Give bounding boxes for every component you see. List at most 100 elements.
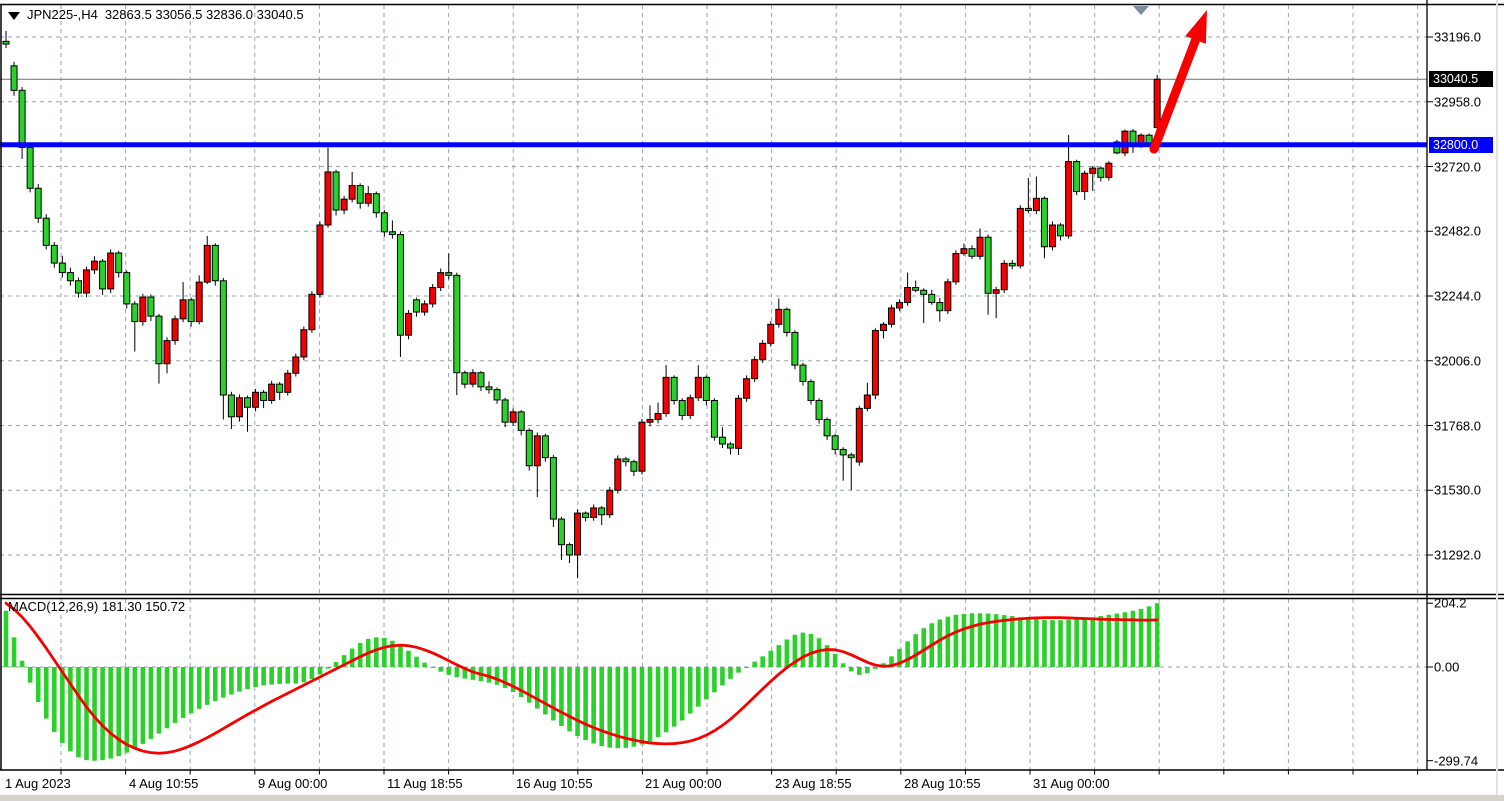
macd-histogram-bar xyxy=(180,667,186,718)
price-axis-label: 32720.0 xyxy=(1434,159,1481,174)
candle-body-down xyxy=(557,518,565,546)
macd-histogram-bar xyxy=(784,639,790,667)
macd-histogram-bar xyxy=(325,667,331,669)
macd-histogram-bar xyxy=(253,667,258,687)
candle-body-down xyxy=(493,389,501,401)
candle-body-down xyxy=(1113,141,1121,154)
macd-histogram-bar xyxy=(889,656,894,667)
macd-histogram-bar xyxy=(213,667,218,702)
symbol-dropdown-icon[interactable] xyxy=(8,11,20,20)
candle-body-up xyxy=(606,489,614,516)
candle-body-down xyxy=(74,280,82,294)
macd-histogram-bar xyxy=(293,667,299,684)
chart-shift-marker-icon[interactable] xyxy=(1133,6,1149,15)
macd-histogram-bar xyxy=(398,645,403,667)
macd-histogram-bar xyxy=(390,640,395,667)
chart-title-bar: JPN225-,H4 32863.5 33056.5 32836.0 33040… xyxy=(8,7,304,22)
macd-histogram-bar xyxy=(816,638,822,667)
macd-histogram-bar xyxy=(269,667,274,685)
macd-axis-label: 0.00 xyxy=(1434,659,1460,675)
time-axis-label: 31 Aug 00:00 xyxy=(1033,776,1110,791)
candle-body-up xyxy=(268,383,276,401)
candle-body-up xyxy=(533,435,541,467)
candle-body-down xyxy=(227,394,235,418)
macd-histogram-bar xyxy=(341,655,347,667)
macd-histogram-bar xyxy=(559,667,564,727)
trend-arrow-head[interactable] xyxy=(1185,10,1207,44)
candle-body-down xyxy=(276,383,284,393)
macd-histogram-bar xyxy=(671,667,677,727)
candle-body-down xyxy=(372,193,380,214)
time-axis-label: 23 Aug 18:55 xyxy=(775,776,852,791)
macd-histogram-bar xyxy=(615,667,621,749)
macd-histogram-bar xyxy=(1058,620,1063,667)
candle-body-down xyxy=(332,171,340,211)
macd-indicator-label: MACD(12,26,9) 181.30 150.72 xyxy=(8,599,185,614)
candle-body-up xyxy=(879,323,887,332)
candle-body-up xyxy=(694,376,702,399)
candle-body-down xyxy=(260,391,268,401)
macd-histogram-bar xyxy=(349,648,355,667)
macd-histogram-bar xyxy=(953,614,959,667)
candle-body-down xyxy=(501,399,509,423)
macd-histogram-bar xyxy=(172,667,178,723)
candle-body-up xyxy=(252,391,260,408)
candle-body-up xyxy=(284,372,292,393)
candle-body-up xyxy=(888,307,895,325)
candle-body-down xyxy=(582,512,590,518)
candle-body-down xyxy=(26,146,34,189)
trend-arrow-shaft[interactable] xyxy=(1149,29,1203,154)
candle-body-up xyxy=(469,372,477,385)
macd-histogram-bar xyxy=(647,667,653,742)
macd-histogram-bar xyxy=(575,667,580,737)
macd-histogram-bar xyxy=(68,667,73,752)
candle-body-down xyxy=(928,293,936,304)
candle-body-up xyxy=(614,458,622,491)
candle-body-up xyxy=(324,171,332,226)
macd-histogram-bar xyxy=(848,667,854,672)
candle-body-up xyxy=(686,397,694,416)
macd-histogram-bar xyxy=(196,667,202,709)
macd-histogram-bar xyxy=(1009,616,1015,667)
macd-histogram-bar xyxy=(156,667,162,734)
macd-histogram-bar xyxy=(832,653,838,667)
candle-body-up xyxy=(896,302,904,309)
candle-body-down xyxy=(831,435,839,450)
macd-histogram-bar xyxy=(502,667,508,688)
candle-body-down xyxy=(356,185,364,204)
macd-histogram-bar xyxy=(1082,618,1087,667)
candle-body-up xyxy=(316,224,324,295)
macd-histogram-bar xyxy=(446,667,452,675)
candle-body-down xyxy=(2,40,10,45)
macd-histogram-bar xyxy=(526,667,532,703)
candle-body-down xyxy=(727,443,734,449)
candle-body-down xyxy=(115,252,123,274)
macd-histogram-bar xyxy=(535,667,540,709)
candle-body-up xyxy=(1153,78,1161,128)
macd-histogram-bar xyxy=(277,667,282,684)
macd-histogram-bar xyxy=(382,637,387,667)
candle-body-up xyxy=(743,378,751,399)
candle-body-down xyxy=(50,244,58,264)
window-right-edge xyxy=(1496,0,1498,795)
candle-body-up xyxy=(952,253,960,283)
macd-histogram-bar xyxy=(663,667,669,733)
candle-body-up xyxy=(775,308,783,325)
macd-histogram-bar xyxy=(905,641,910,667)
macd-histogram-bar xyxy=(309,667,315,680)
price-axis-label: 31768.0 xyxy=(1434,418,1481,433)
candle-body-down xyxy=(815,399,823,421)
macd-histogram-bar xyxy=(969,613,975,667)
macd-histogram-bar xyxy=(768,650,774,667)
macd-histogram-bar xyxy=(84,667,89,761)
time-axis-label: 4 Aug 10:55 xyxy=(129,776,199,791)
candle-body-down xyxy=(485,386,493,391)
candle-body-up xyxy=(1016,207,1024,267)
candle-body-down xyxy=(799,364,807,382)
macd-histogram-bar xyxy=(27,667,33,683)
candle-body-up xyxy=(1105,162,1113,178)
macd-histogram-bar xyxy=(1066,619,1071,667)
macd-histogram-bar xyxy=(11,637,17,667)
candle-body-down xyxy=(58,262,66,274)
